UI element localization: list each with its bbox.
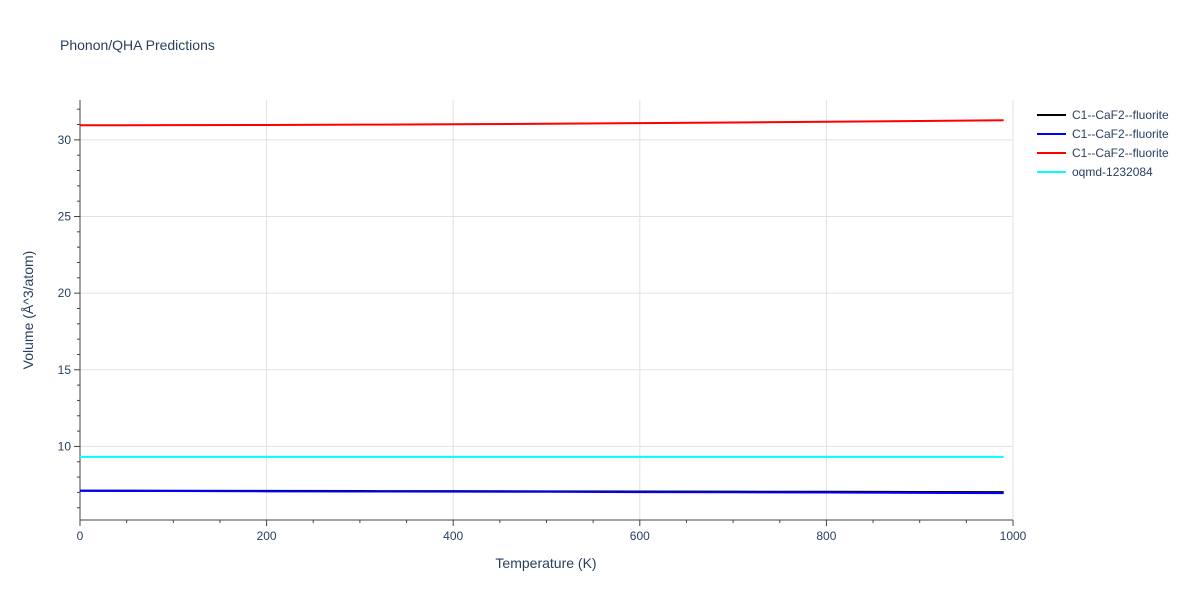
series-line-2 (79, 489, 1004, 495)
y-tick-label: 30 (58, 133, 72, 147)
legend-item-4[interactable]: oqmd-1232084 (1037, 165, 1153, 179)
legend-item-1[interactable]: C1--CaF2--fluorite (1037, 108, 1169, 122)
y-axis-title: Volume (Å^3/atom) (20, 251, 36, 370)
legend-label: C1--CaF2--fluorite (1072, 127, 1169, 141)
y-tick-label: 15 (58, 363, 72, 377)
axis-layer: 0 200 400 600 800 1000 10 15 20 25 30 (58, 100, 1027, 543)
y-tick-label: 10 (58, 439, 72, 453)
y-tick-label: 20 (58, 286, 72, 300)
legend-label: oqmd-1232084 (1072, 165, 1153, 179)
legend-label: C1--CaF2--fluorite (1072, 108, 1169, 122)
x-axis-title: Temperature (K) (495, 555, 596, 571)
x-tick-label: 200 (257, 529, 277, 543)
x-tick-label: 600 (630, 529, 650, 543)
grid-layer (80, 100, 1014, 520)
x-tick-label: 0 (77, 529, 84, 543)
x-tick-label: 800 (816, 529, 836, 543)
legend-item-3[interactable]: C1--CaF2--fluorite (1037, 146, 1169, 160)
series-line-3 (79, 119, 1004, 127)
x-tick-label: 1000 (1000, 529, 1027, 543)
legend-item-2[interactable]: C1--CaF2--fluorite (1037, 127, 1169, 141)
legend[interactable]: C1--CaF2--fluorite C1--CaF2--fluorite C1--… (1037, 108, 1169, 179)
chart-title: Phonon/QHA Predictions (60, 37, 215, 53)
x-tick-label: 400 (443, 529, 463, 543)
y-tick-label: 25 (58, 209, 72, 223)
series-layer (79, 119, 1004, 495)
legend-label: C1--CaF2--fluorite (1072, 146, 1169, 160)
